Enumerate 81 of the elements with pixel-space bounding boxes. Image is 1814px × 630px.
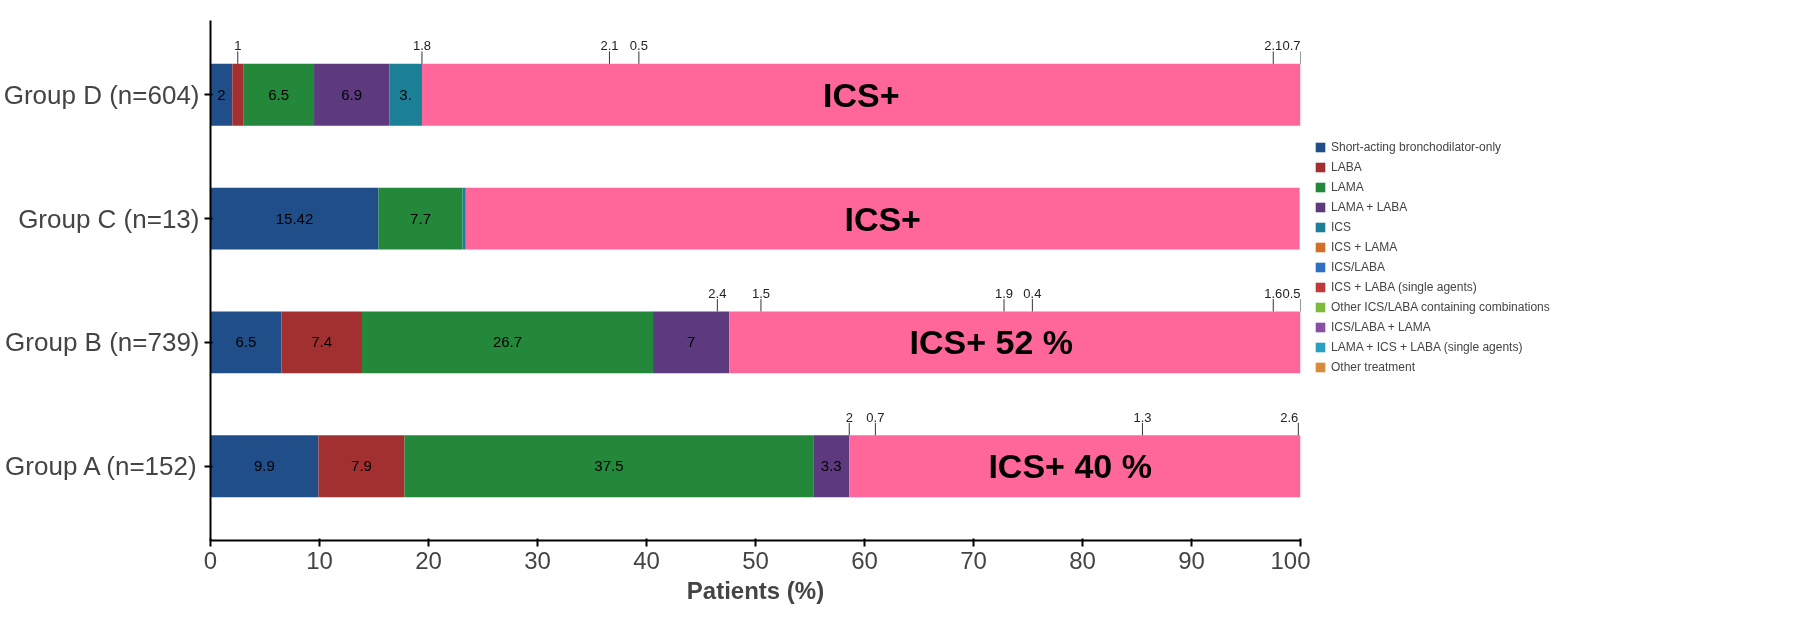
legend-label: LAMA — [1331, 180, 1364, 194]
x-tick-label: 90 — [1178, 546, 1205, 574]
annotation: 0.7 — [1282, 38, 1301, 54]
x-tick-label: 40 — [633, 546, 660, 574]
bar — [362, 311, 654, 374]
y-tick-label: Group C (n=13) — [18, 203, 200, 234]
annotation: 1.8 — [412, 38, 431, 54]
legend-label: ICS + LAMA — [1331, 240, 1398, 254]
legend-label: Short-acting bronchodilator-only — [1331, 140, 1502, 154]
y-tick-label: Group B (n=739) — [5, 327, 200, 358]
data-label: 7.4 — [311, 333, 333, 351]
x-tick-label: 70 — [960, 546, 987, 574]
x-axis-title: Patients (%) — [686, 576, 825, 604]
bar — [210, 311, 282, 374]
bar — [813, 435, 850, 498]
data-label: 7.7 — [410, 209, 431, 227]
annotation: 0.5 — [1282, 285, 1301, 301]
legend-label: Other treatment — [1331, 360, 1416, 374]
data-label: 26.7 — [492, 333, 523, 351]
annotation: 1.5 — [751, 285, 770, 301]
legend-label: LABA — [1331, 160, 1362, 174]
bar — [210, 435, 319, 498]
data-label: 6.5 — [268, 85, 290, 103]
legend-label: ICS/LABA + LAMA — [1331, 320, 1431, 334]
annotation: 2.4 — [708, 285, 727, 301]
annotation: 0.7 — [866, 409, 885, 425]
y-tick-label: Group D (n=604) — [3, 79, 200, 110]
data-label: ICS+ — [822, 75, 900, 114]
bar — [281, 311, 363, 374]
y-tick-label: Group A (n=152) — [5, 451, 197, 482]
annotation: 1 — [234, 38, 242, 54]
bar — [318, 435, 405, 498]
bar — [462, 187, 466, 250]
data-label: 7.9 — [351, 457, 372, 475]
x-tick-label: 10 — [306, 546, 333, 574]
bar — [389, 63, 422, 126]
annotation: 2.1 — [600, 38, 619, 54]
data-label: ICS+ — [844, 199, 921, 238]
x-tick-label: 100 — [1270, 546, 1311, 574]
data-label: 3.3 — [820, 457, 842, 475]
data-label: 6.5 — [235, 333, 257, 351]
data-label: 7 — [687, 333, 696, 351]
bar — [421, 63, 1301, 126]
data-label: 3. — [399, 85, 412, 103]
bar — [653, 311, 730, 374]
legend-label: LAMA + ICS + LABA (single agents) — [1331, 340, 1523, 354]
data-label: 9.9 — [254, 457, 275, 475]
data-label: 37.5 — [594, 457, 624, 475]
annotation: 2.6 — [1280, 409, 1299, 425]
legend-label: LAMA + LABA — [1331, 200, 1408, 214]
bar — [314, 63, 390, 126]
x-tick-label: 60 — [851, 546, 878, 574]
legend-label: ICS — [1331, 220, 1352, 234]
annotation: 1.9 — [994, 285, 1014, 301]
bar — [404, 435, 814, 498]
legend-label: Other ICS/LABA containing combinations — [1331, 300, 1550, 314]
annotation: 1.3 — [1133, 409, 1152, 425]
annotation: 0.5 — [629, 38, 648, 54]
annotation: 2.1 — [1264, 38, 1283, 54]
bar — [465, 187, 1300, 250]
bar — [210, 187, 379, 250]
x-tick-label: 80 — [1069, 546, 1096, 574]
data-label: 2 — [217, 85, 226, 103]
x-tick-label: 30 — [524, 546, 551, 574]
bar — [378, 187, 463, 250]
annotation: 0.4 — [1023, 285, 1042, 301]
bar — [243, 63, 315, 126]
bar — [729, 311, 1301, 374]
data-label: 6.9 — [341, 85, 363, 103]
x-tick-label: 0 — [203, 546, 218, 574]
data-label: 15.42 — [275, 209, 314, 227]
legend-label: ICS/LABA — [1331, 260, 1386, 274]
bar — [849, 435, 1301, 498]
x-tick-label: 50 — [742, 546, 769, 574]
legend-label: ICS + LABA (single agents) — [1331, 280, 1477, 294]
bar — [232, 63, 244, 126]
annotation: 2 — [845, 409, 853, 425]
data-label: ICS+ 40 % — [988, 447, 1152, 486]
annotation: 1.6 — [1264, 285, 1283, 301]
x-tick-label: 20 — [415, 546, 442, 574]
data-label: ICS+ 52 % — [909, 323, 1074, 362]
